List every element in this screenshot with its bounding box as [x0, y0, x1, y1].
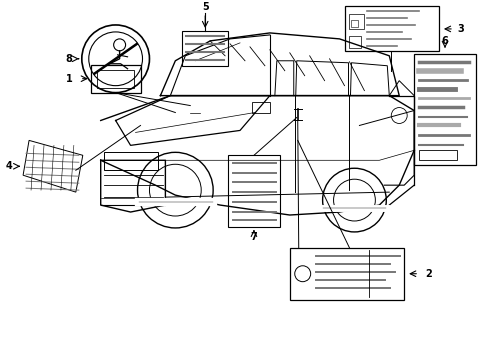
Bar — [344, 6, 438, 51]
Bar — [227, 155, 279, 227]
Bar — [103, 152, 158, 170]
Polygon shape — [23, 140, 82, 192]
Bar — [289, 248, 404, 300]
Text: 8: 8 — [65, 54, 72, 64]
Bar — [251, 102, 269, 113]
Bar — [418, 150, 456, 160]
Bar — [97, 70, 133, 87]
Bar — [351, 20, 358, 27]
Text: 6: 6 — [441, 36, 447, 46]
Bar — [182, 31, 227, 66]
Bar — [349, 14, 364, 29]
Bar — [349, 36, 361, 48]
Text: 7: 7 — [250, 232, 257, 242]
Text: 1: 1 — [65, 74, 72, 84]
Bar — [91, 65, 140, 93]
Bar — [413, 54, 475, 165]
Text: 4: 4 — [6, 161, 13, 171]
Text: 5: 5 — [202, 2, 208, 12]
Text: 3: 3 — [457, 24, 464, 34]
Text: 2: 2 — [425, 269, 431, 279]
